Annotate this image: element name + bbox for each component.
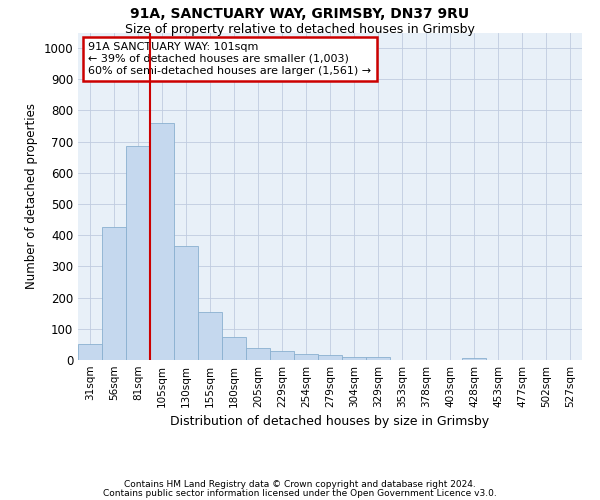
X-axis label: Distribution of detached houses by size in Grimsby: Distribution of detached houses by size … [170, 416, 490, 428]
Text: Size of property relative to detached houses in Grimsby: Size of property relative to detached ho… [125, 22, 475, 36]
Bar [462, 358, 486, 360]
Text: Contains public sector information licensed under the Open Government Licence v3: Contains public sector information licen… [103, 488, 497, 498]
Bar [126, 146, 150, 360]
Bar [198, 312, 222, 360]
Bar [318, 356, 342, 360]
Bar [102, 228, 126, 360]
Bar [246, 348, 270, 360]
Bar [270, 350, 294, 360]
Bar [342, 357, 366, 360]
Bar [174, 246, 198, 360]
Bar [222, 336, 246, 360]
Bar [366, 357, 390, 360]
Text: 91A, SANCTUARY WAY, GRIMSBY, DN37 9RU: 91A, SANCTUARY WAY, GRIMSBY, DN37 9RU [130, 8, 470, 22]
Text: Contains HM Land Registry data © Crown copyright and database right 2024.: Contains HM Land Registry data © Crown c… [124, 480, 476, 489]
Y-axis label: Number of detached properties: Number of detached properties [25, 104, 38, 289]
Bar [78, 344, 102, 360]
Bar [150, 123, 174, 360]
Text: 91A SANCTUARY WAY: 101sqm
← 39% of detached houses are smaller (1,003)
60% of se: 91A SANCTUARY WAY: 101sqm ← 39% of detac… [88, 42, 371, 76]
Bar [294, 354, 318, 360]
